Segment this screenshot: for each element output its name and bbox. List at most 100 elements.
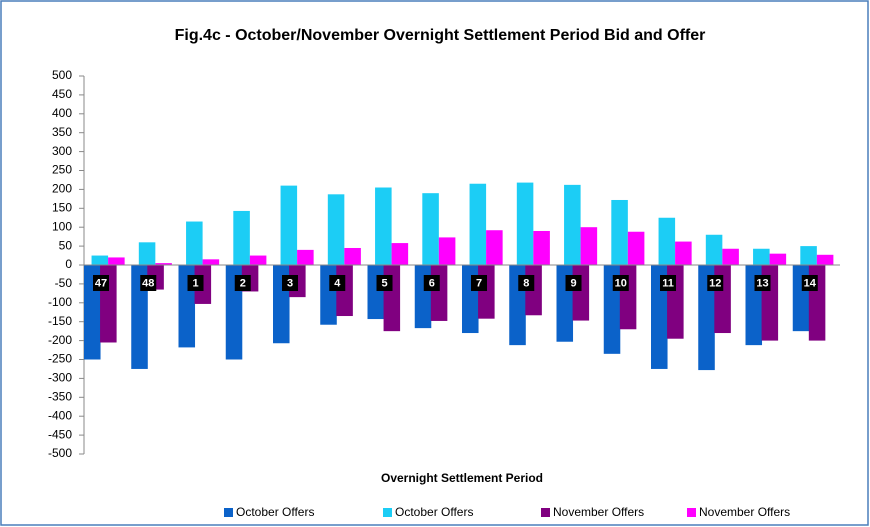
category-label-box (234, 275, 251, 291)
bar (698, 265, 715, 371)
bar (422, 193, 439, 265)
bar (344, 247, 361, 265)
x-tick-label: 10 (615, 277, 627, 289)
y-tick-label: 400 (52, 106, 72, 120)
bar (611, 199, 628, 265)
category-label-box (754, 275, 771, 291)
x-tick-label: 11 (662, 277, 674, 289)
category-label-box (140, 275, 157, 291)
y-tick-label: 100 (52, 219, 72, 233)
category-label-box (660, 275, 677, 291)
category-label-box (376, 275, 393, 291)
category-label-box (93, 275, 110, 291)
category-label-box (329, 275, 346, 291)
legend-label: November Offers (553, 505, 644, 519)
bar (391, 243, 409, 265)
bar (800, 246, 817, 265)
bar (280, 185, 298, 265)
bar (533, 230, 550, 265)
bar (619, 265, 637, 330)
bar (572, 265, 590, 321)
category-label-box (707, 275, 724, 291)
x-tick-label: 4 (334, 277, 341, 289)
y-tick-label: 300 (52, 144, 72, 158)
bar (320, 265, 337, 325)
y-tick-label: -50 (55, 276, 73, 290)
bar (816, 254, 834, 265)
bar (564, 184, 581, 265)
x-tick-label: 12 (709, 277, 721, 289)
bar (327, 194, 345, 265)
category-label-box (565, 275, 582, 291)
bar (108, 257, 125, 265)
legend-swatch (541, 508, 550, 517)
y-tick-label: -150 (48, 314, 72, 328)
bar (438, 237, 456, 265)
bar (138, 242, 156, 265)
bar (516, 182, 534, 265)
y-tick-label: -450 (48, 427, 72, 441)
y-tick-label: -200 (48, 333, 72, 347)
bar (155, 263, 172, 265)
bar (753, 248, 770, 265)
x-tick-label: 48 (142, 277, 154, 289)
y-tick-label: -500 (48, 446, 72, 460)
x-tick-label: 13 (756, 277, 768, 289)
bar (297, 249, 314, 265)
x-tick-label: 2 (240, 277, 246, 289)
bar (186, 221, 203, 265)
y-tick-label: 500 (52, 68, 72, 82)
bar (722, 248, 739, 265)
bar (375, 187, 392, 265)
x-axis-title: Overnight Settlement Period (381, 471, 543, 485)
bar (249, 255, 267, 265)
category-label-box (801, 275, 818, 291)
x-tick-label: 14 (804, 277, 817, 289)
chart-title: Fig.4c - October/November Overnight Sett… (175, 27, 706, 44)
legend-label: October Offers (236, 505, 314, 519)
bar (627, 231, 645, 265)
legend-swatch (687, 508, 696, 517)
bar (414, 265, 432, 329)
y-tick-label: -300 (48, 371, 72, 385)
x-tick-label: 9 (570, 277, 576, 289)
category-label-box (423, 275, 440, 291)
bar (91, 255, 109, 265)
bar (478, 265, 495, 319)
y-tick-label: 250 (52, 163, 72, 177)
legend-label: October Offers (395, 505, 473, 519)
x-tick-label: 47 (95, 277, 107, 289)
category-label-box (518, 275, 535, 291)
category-label-box (612, 275, 629, 291)
category-label-box (471, 275, 488, 291)
bar (486, 230, 503, 265)
y-tick-label: 200 (52, 182, 72, 196)
y-tick-label: 50 (59, 238, 73, 252)
legend-label: November Offers (699, 505, 790, 519)
bar (769, 253, 787, 265)
bar (430, 265, 448, 321)
x-tick-label: 3 (287, 277, 293, 289)
y-tick-label: 450 (52, 87, 72, 101)
bar (675, 241, 692, 265)
x-tick-label: 7 (476, 277, 482, 289)
y-tick-label: -100 (48, 295, 72, 309)
category-label-box (187, 275, 204, 291)
y-tick-label: -250 (48, 352, 72, 366)
y-tick-label: -350 (48, 389, 72, 403)
bar (705, 234, 723, 265)
x-tick-label: 1 (192, 277, 198, 289)
legend-swatch (383, 508, 392, 517)
bar (792, 265, 810, 332)
bar (469, 183, 487, 265)
bar (383, 265, 401, 332)
bar (233, 210, 250, 265)
x-tick-label: 8 (523, 277, 529, 289)
bar (580, 227, 598, 265)
y-tick-label: 150 (52, 200, 72, 214)
y-tick-label: 0 (65, 257, 72, 271)
x-tick-label: 6 (429, 277, 435, 289)
bar (202, 259, 220, 265)
legend-swatch (224, 508, 233, 517)
